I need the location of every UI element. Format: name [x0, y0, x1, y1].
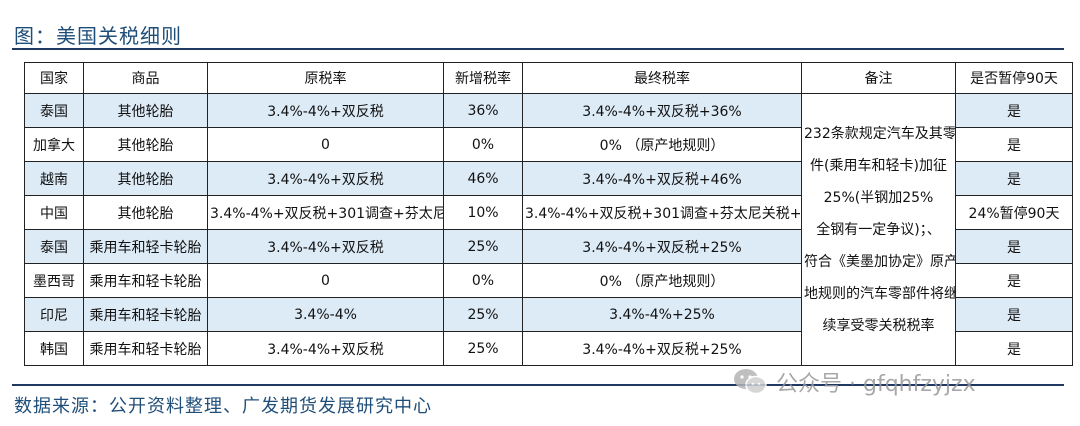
cell-pause-90: 是: [955, 331, 1073, 366]
table-row: 泰国 乘用车和轻卡轮胎 3.4%-4%+双反税 25% 3.4%-4%+双反税+…: [24, 229, 1073, 264]
header-final-rate: 最终税率: [522, 62, 802, 94]
header-added-rate: 新增税率: [443, 62, 523, 94]
table-row: 墨西哥 乘用车和轻卡轮胎 0 0% 0% （原产地规则） 是: [24, 263, 1073, 298]
cell-country: 加拿大: [24, 127, 84, 162]
cell-product: 乘用车和轻卡轮胎: [83, 331, 208, 366]
note-line: 符合《美墨加协定》原产: [804, 253, 956, 270]
cell-added-rate: 36%: [443, 93, 523, 128]
watermark: 公众号 · gfqhfzyjzx: [732, 364, 976, 400]
cell-product: 其他轮胎: [83, 127, 208, 162]
cell-added-rate: 10%: [443, 195, 523, 230]
cell-final-rate: 0% （原产地规则）: [522, 263, 802, 298]
cell-original-rate: 3.4%-4%+双反税: [207, 229, 444, 264]
cell-final-rate: 0% （原产地规则）: [522, 127, 802, 162]
cell-country: 印尼: [24, 297, 84, 332]
cell-added-rate: 25%: [443, 297, 523, 332]
cell-product: 乘用车和轻卡轮胎: [83, 263, 208, 298]
header-note: 备注: [801, 62, 956, 94]
cell-pause-90: 是: [955, 229, 1073, 264]
header-row: 国家 商品 原税率 新增税率 最终税率 备注 是否暂停90天: [24, 62, 1073, 94]
header-pause-90: 是否暂停90天: [955, 62, 1073, 94]
figure-title: 图：美国关税细则: [14, 24, 182, 48]
cell-country: 泰国: [24, 229, 84, 264]
note-line: 全钢有一定争议)；、: [816, 221, 941, 238]
cell-final-rate: 3.4%-4%+双反税+25%: [522, 331, 802, 366]
header-original-rate: 原税率: [207, 62, 444, 94]
cell-added-rate: 25%: [443, 331, 523, 366]
cell-added-rate: 25%: [443, 229, 523, 264]
cell-pause-90: 是: [955, 297, 1073, 332]
header-product: 商品: [83, 62, 208, 94]
cell-original-rate: 3.4%-4%: [207, 297, 444, 332]
cell-final-rate: 3.4%-4%+25%: [522, 297, 802, 332]
cell-product: 其他轮胎: [83, 93, 208, 128]
cell-original-rate: 3.4%-4%+双反税: [207, 93, 444, 128]
wechat-icon: [734, 369, 767, 395]
top-divider: [12, 48, 1064, 50]
table-row: 泰国 其他轮胎 3.4%-4%+双反税 36% 3.4%-4%+双反税+36% …: [24, 93, 1073, 366]
bottom-divider: [12, 384, 1064, 386]
note-line: 232条款规定汽车及其零部: [804, 125, 956, 142]
cell-pause-90: 是: [955, 93, 1073, 128]
cell-country: 墨西哥: [24, 263, 84, 298]
cell-original-rate: 3.4%-4%+双反税+301调查+芬太尼关税: [207, 195, 444, 230]
cell-final-rate: 3.4%-4%+双反税+25%: [522, 229, 802, 264]
watermark-text: 公众号 · gfqhfzyjzx: [776, 372, 976, 397]
cell-original-rate: 0: [207, 263, 444, 298]
cell-product: 其他轮胎: [83, 195, 208, 230]
cell-original-rate: 3.4%-4%+双反税: [207, 331, 444, 366]
cell-added-rate: 0%: [443, 127, 523, 162]
cell-product: 乘用车和轻卡轮胎: [83, 229, 208, 264]
cell-pause-90: 24%暂停90天: [955, 195, 1073, 230]
note-line: 续享受零关税税率: [822, 317, 935, 334]
cell-pause-90: 是: [955, 127, 1073, 162]
table-row: 韩国 乘用车和轻卡轮胎 3.4%-4%+双反税 25% 3.4%-4%+双反税+…: [24, 331, 1073, 366]
cell-product: 乘用车和轻卡轮胎: [83, 297, 208, 332]
cell-country: 韩国: [24, 331, 84, 366]
note-line: 地规则的汽车零部件将继: [804, 285, 956, 302]
cell-added-rate: 46%: [443, 161, 523, 196]
cell-pause-90: 是: [955, 161, 1073, 196]
note-line: 件(乘用车和轻卡)加征: [810, 157, 947, 174]
cell-final-rate: 3.4%-4%+双反税+301调查+芬太尼关税+10%: [522, 195, 802, 230]
cell-added-rate: 0%: [443, 263, 523, 298]
cell-country: 中国: [24, 195, 84, 230]
tariff-table: 国家 商品 原税率 新增税率 最终税率 备注 是否暂停90天 泰国 其他轮胎 3…: [24, 62, 1073, 366]
header-country: 国家: [24, 62, 84, 94]
note-line: 25%(半钢加25%: [823, 189, 934, 206]
cell-original-rate: 0: [207, 127, 444, 162]
source-note: 数据来源：公开资料整理、广发期货发展研究中心: [14, 396, 432, 417]
cell-country: 泰国: [24, 93, 84, 128]
cell-final-rate: 3.4%-4%+双反税+46%: [522, 161, 802, 196]
cell-country: 越南: [24, 161, 84, 196]
table-row: 加拿大 其他轮胎 0 0% 0% （原产地规则） 是: [24, 127, 1073, 162]
cell-original-rate: 3.4%-4%+双反税: [207, 161, 444, 196]
cell-pause-90: 是: [955, 263, 1073, 298]
cell-final-rate: 3.4%-4%+双反税+36%: [522, 93, 802, 128]
cell-product: 其他轮胎: [83, 161, 208, 196]
cell-note: 232条款规定汽车及其零部 件(乘用车和轻卡)加征 25%(半钢加25% 全钢有…: [801, 93, 956, 366]
